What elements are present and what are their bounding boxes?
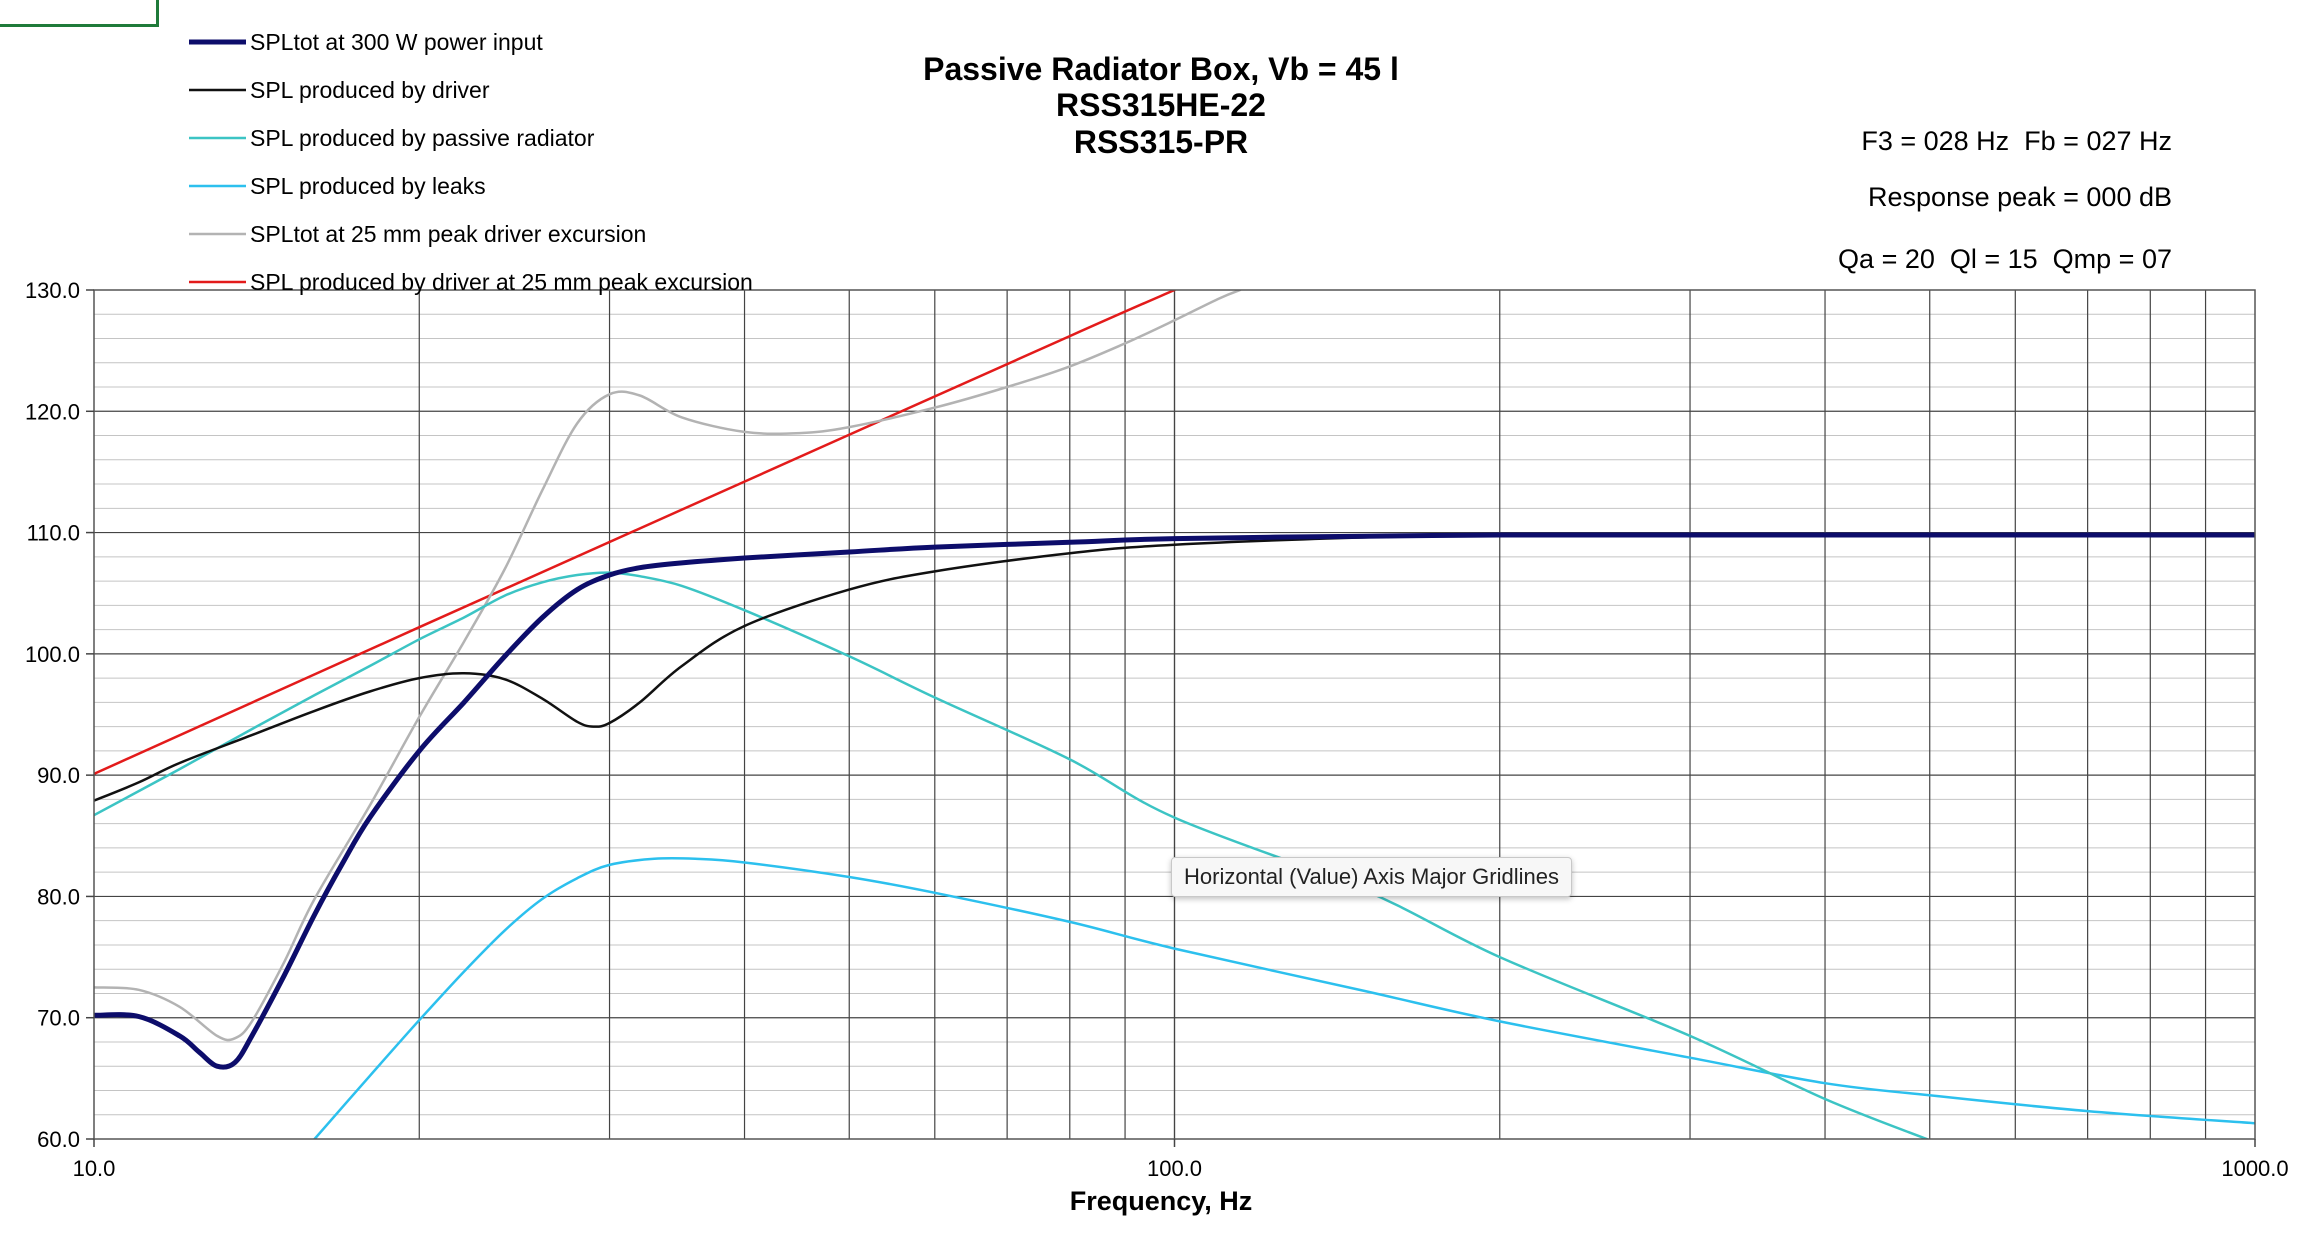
legend-label: SPLtot at 300 W power input <box>250 29 543 55</box>
series-line-5[interactable] <box>94 290 1176 776</box>
series-line-0[interactable] <box>94 532 2255 1070</box>
legend-label: SPL produced by driver <box>250 77 490 103</box>
y-axis-tick-labels: 130.0 120.0 110.0 100.0 90.0 80.0 70.0 60.0 <box>25 278 94 1152</box>
x-tick-label: 1000.0 <box>2221 1156 2288 1181</box>
y-tick-label: 110.0 <box>27 521 80 546</box>
legend-label: SPL produced by leaks <box>250 173 486 199</box>
y-tick-label: 130.0 <box>25 278 80 303</box>
y-tick-label: 100.0 <box>25 642 80 667</box>
legend[interactable]: SPLtot at 300 W power input SPL produced … <box>189 29 753 295</box>
y-tick-label: 120.0 <box>25 399 80 424</box>
y-tick-label: 90.0 <box>37 763 80 788</box>
legend-label: SPL produced by passive radiator <box>250 125 595 151</box>
series-line-3[interactable] <box>313 856 2255 1139</box>
annotation-response-peak: Response peak = 000 dB <box>1868 182 2172 212</box>
annotation-f3-fb: F3 = 028 Hz Fb = 027 Hz <box>1861 126 2172 156</box>
chart-title-line-2: RSS315HE-22 <box>1056 87 1266 123</box>
x-tick-label: 100.0 <box>1147 1156 1202 1181</box>
y-tick-label: 70.0 <box>37 1006 80 1031</box>
x-axis-label: Frequency, Hz <box>1070 1186 1253 1216</box>
series-line-2[interactable] <box>94 571 1931 1141</box>
legend-label: SPL produced by driver at 25 mm peak exc… <box>250 269 753 295</box>
selected-cell-edge <box>0 0 159 27</box>
series-line-4[interactable] <box>94 290 1242 1042</box>
series-lines <box>94 290 2255 1141</box>
gridlines-tooltip: Horizontal (Value) Axis Major Gridlines <box>1171 857 1572 897</box>
chart-title-line-1: Passive Radiator Box, Vb = 45 l <box>923 51 1399 87</box>
legend-label: SPLtot at 25 mm peak driver excursion <box>250 221 646 247</box>
chart-title-line-3: RSS315-PR <box>1074 124 1248 160</box>
x-tick-label: 10.0 <box>73 1156 116 1181</box>
x-axis-tick-labels: 10.0 100.0 1000.0 <box>73 1139 2289 1181</box>
major-gridlines[interactable] <box>94 290 2255 1139</box>
y-tick-label: 60.0 <box>37 1127 80 1152</box>
annotation-q-values: Qa = 20 Ql = 15 Qmp = 07 <box>1838 244 2172 274</box>
y-tick-label: 80.0 <box>37 884 80 909</box>
